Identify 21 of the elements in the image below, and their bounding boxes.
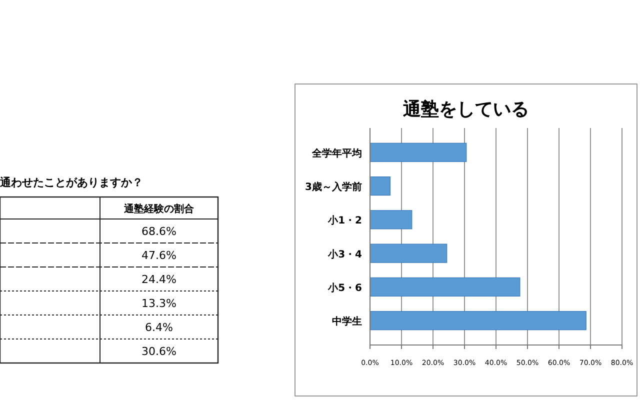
y-tick-label: 3歳～入学前 bbox=[305, 181, 362, 194]
bar bbox=[370, 142, 467, 162]
y-tick-label: 小5・6 bbox=[327, 282, 362, 294]
bar bbox=[370, 210, 412, 230]
bar bbox=[370, 277, 520, 297]
text: 通わせたことがありますか？ bbox=[0, 176, 143, 189]
text: 47.6% bbox=[142, 249, 176, 262]
text: 30.6% bbox=[142, 345, 176, 358]
y-tick-label: 全学年平均 bbox=[311, 147, 362, 160]
bar bbox=[370, 176, 390, 196]
text: 68.6% bbox=[142, 225, 176, 238]
y-tick-label: 小3・4 bbox=[327, 248, 362, 260]
text: 通塾経験の割合 bbox=[123, 203, 195, 215]
bar bbox=[370, 311, 586, 330]
text: 24.4% bbox=[142, 273, 176, 286]
y-tick-label: 中学生 bbox=[332, 316, 362, 328]
bar bbox=[370, 244, 448, 263]
text: 13.3% bbox=[142, 297, 176, 310]
chart-title: 通塾をしている bbox=[402, 99, 529, 120]
y-tick-label: 小1・2 bbox=[327, 214, 362, 227]
text: 6.4% bbox=[145, 321, 173, 334]
